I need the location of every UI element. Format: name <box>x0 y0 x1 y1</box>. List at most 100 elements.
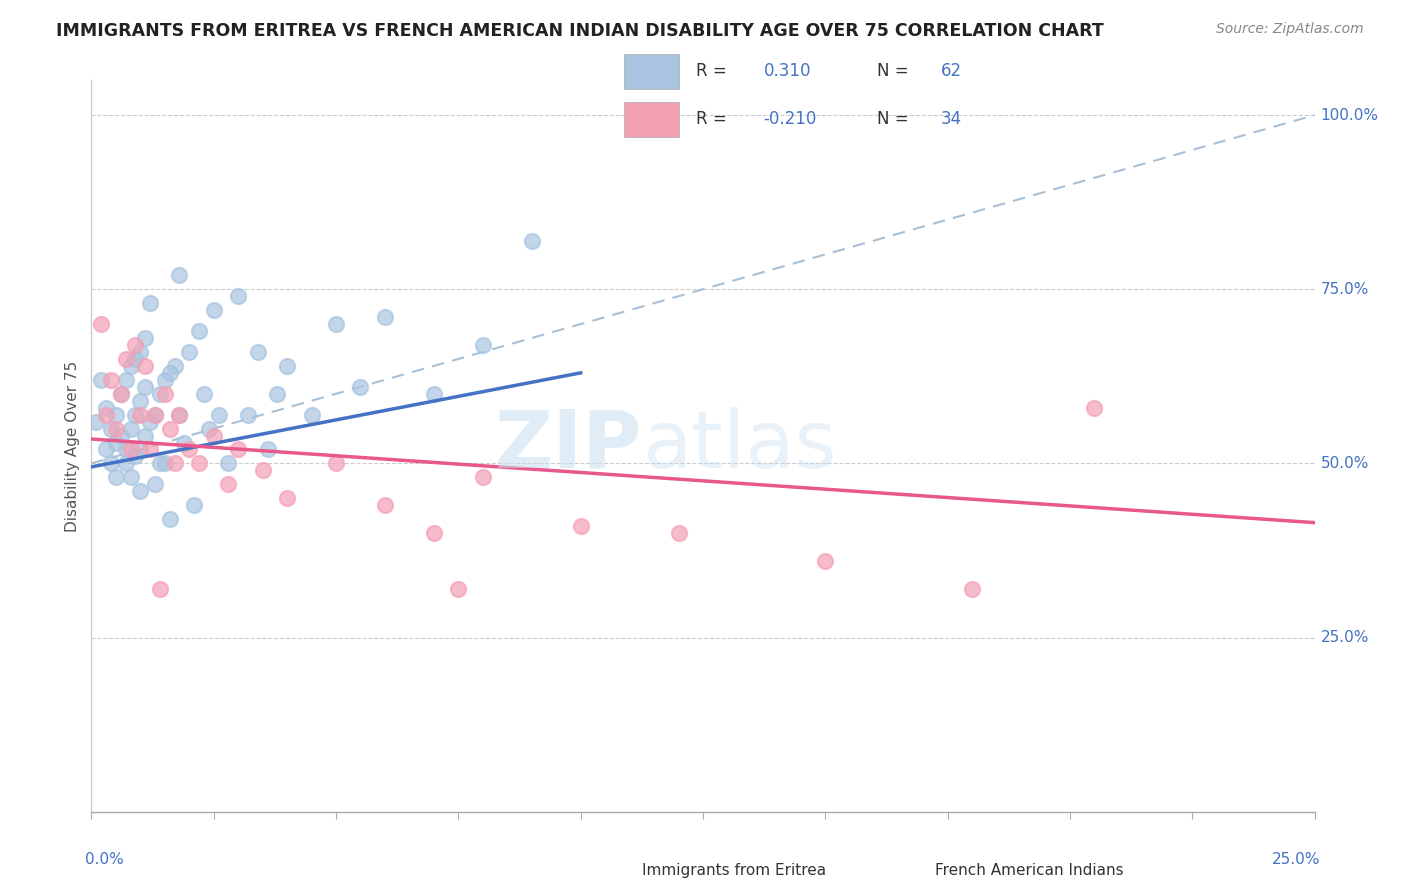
Point <box>134 428 156 442</box>
Point <box>114 373 136 387</box>
Point <box>143 408 166 422</box>
Point <box>325 457 347 471</box>
Point <box>198 421 221 435</box>
Point <box>226 442 249 457</box>
Point <box>159 366 181 380</box>
Text: 25.0%: 25.0% <box>1320 630 1369 645</box>
Bar <box>624 54 679 88</box>
Point <box>153 373 176 387</box>
Point <box>226 289 249 303</box>
Point <box>179 442 201 457</box>
Point <box>114 442 136 457</box>
Point <box>202 303 225 318</box>
Point <box>129 408 152 422</box>
Text: 62: 62 <box>941 62 962 80</box>
Point <box>104 421 127 435</box>
Point <box>159 421 181 435</box>
Point <box>120 421 142 435</box>
Point <box>90 373 112 387</box>
Point <box>120 359 142 373</box>
Text: 75.0%: 75.0% <box>1320 282 1369 297</box>
Text: Immigrants from Eritrea: Immigrants from Eritrea <box>641 863 825 878</box>
Point <box>124 338 146 352</box>
Point <box>159 512 181 526</box>
Point <box>84 415 107 429</box>
FancyBboxPatch shape <box>898 847 925 867</box>
Point <box>100 421 122 435</box>
Point <box>94 408 117 422</box>
Point <box>153 386 176 401</box>
Point <box>120 470 142 484</box>
Point <box>301 408 323 422</box>
Text: 34: 34 <box>941 111 962 128</box>
Point <box>349 380 371 394</box>
Point <box>217 477 239 491</box>
Point <box>129 393 152 408</box>
Text: 100.0%: 100.0% <box>1320 108 1379 122</box>
Point <box>173 435 195 450</box>
Point <box>179 345 201 359</box>
Point <box>134 359 156 373</box>
Point <box>471 338 494 352</box>
FancyBboxPatch shape <box>605 847 633 867</box>
Point <box>129 484 152 499</box>
Point <box>207 408 229 422</box>
Text: N =: N = <box>877 111 908 128</box>
Text: R =: R = <box>696 111 727 128</box>
Point <box>139 442 162 457</box>
Point <box>134 380 156 394</box>
Point <box>153 457 176 471</box>
Point <box>114 351 136 366</box>
Text: ZIP: ZIP <box>495 407 643 485</box>
Point <box>252 463 274 477</box>
Point <box>120 442 142 457</box>
Point <box>124 408 146 422</box>
Point <box>163 359 186 373</box>
Text: R =: R = <box>696 62 727 80</box>
Point <box>276 359 298 373</box>
Point <box>90 317 112 331</box>
Point <box>1083 401 1105 415</box>
Bar <box>624 102 679 137</box>
Point <box>520 234 543 248</box>
Point <box>217 457 239 471</box>
Point <box>202 428 225 442</box>
Point <box>193 386 215 401</box>
Point <box>374 498 396 512</box>
Point <box>124 450 146 464</box>
Point <box>114 457 136 471</box>
Point <box>134 331 156 345</box>
Text: atlas: atlas <box>643 407 837 485</box>
Point <box>423 386 446 401</box>
Point <box>569 519 592 533</box>
Point <box>471 470 494 484</box>
Point <box>256 442 278 457</box>
Point <box>169 408 191 422</box>
Point <box>104 470 127 484</box>
Point <box>143 477 166 491</box>
Point <box>668 526 690 541</box>
Point <box>183 498 205 512</box>
Point <box>423 526 446 541</box>
Text: 0.0%: 0.0% <box>86 852 124 867</box>
Point <box>104 408 127 422</box>
Point <box>325 317 347 331</box>
Point <box>129 345 152 359</box>
Point <box>143 408 166 422</box>
Point <box>149 582 172 596</box>
Point <box>139 415 162 429</box>
Point <box>94 401 117 415</box>
Point <box>188 324 211 338</box>
Point <box>110 428 132 442</box>
Text: N =: N = <box>877 62 908 80</box>
Text: 50.0%: 50.0% <box>1320 456 1369 471</box>
Point <box>236 408 259 422</box>
Point <box>100 373 122 387</box>
Point <box>149 457 172 471</box>
Point <box>266 386 288 401</box>
Point <box>139 296 162 310</box>
Point <box>163 457 186 471</box>
Point <box>814 554 837 568</box>
Point <box>94 442 117 457</box>
Point <box>276 491 298 506</box>
